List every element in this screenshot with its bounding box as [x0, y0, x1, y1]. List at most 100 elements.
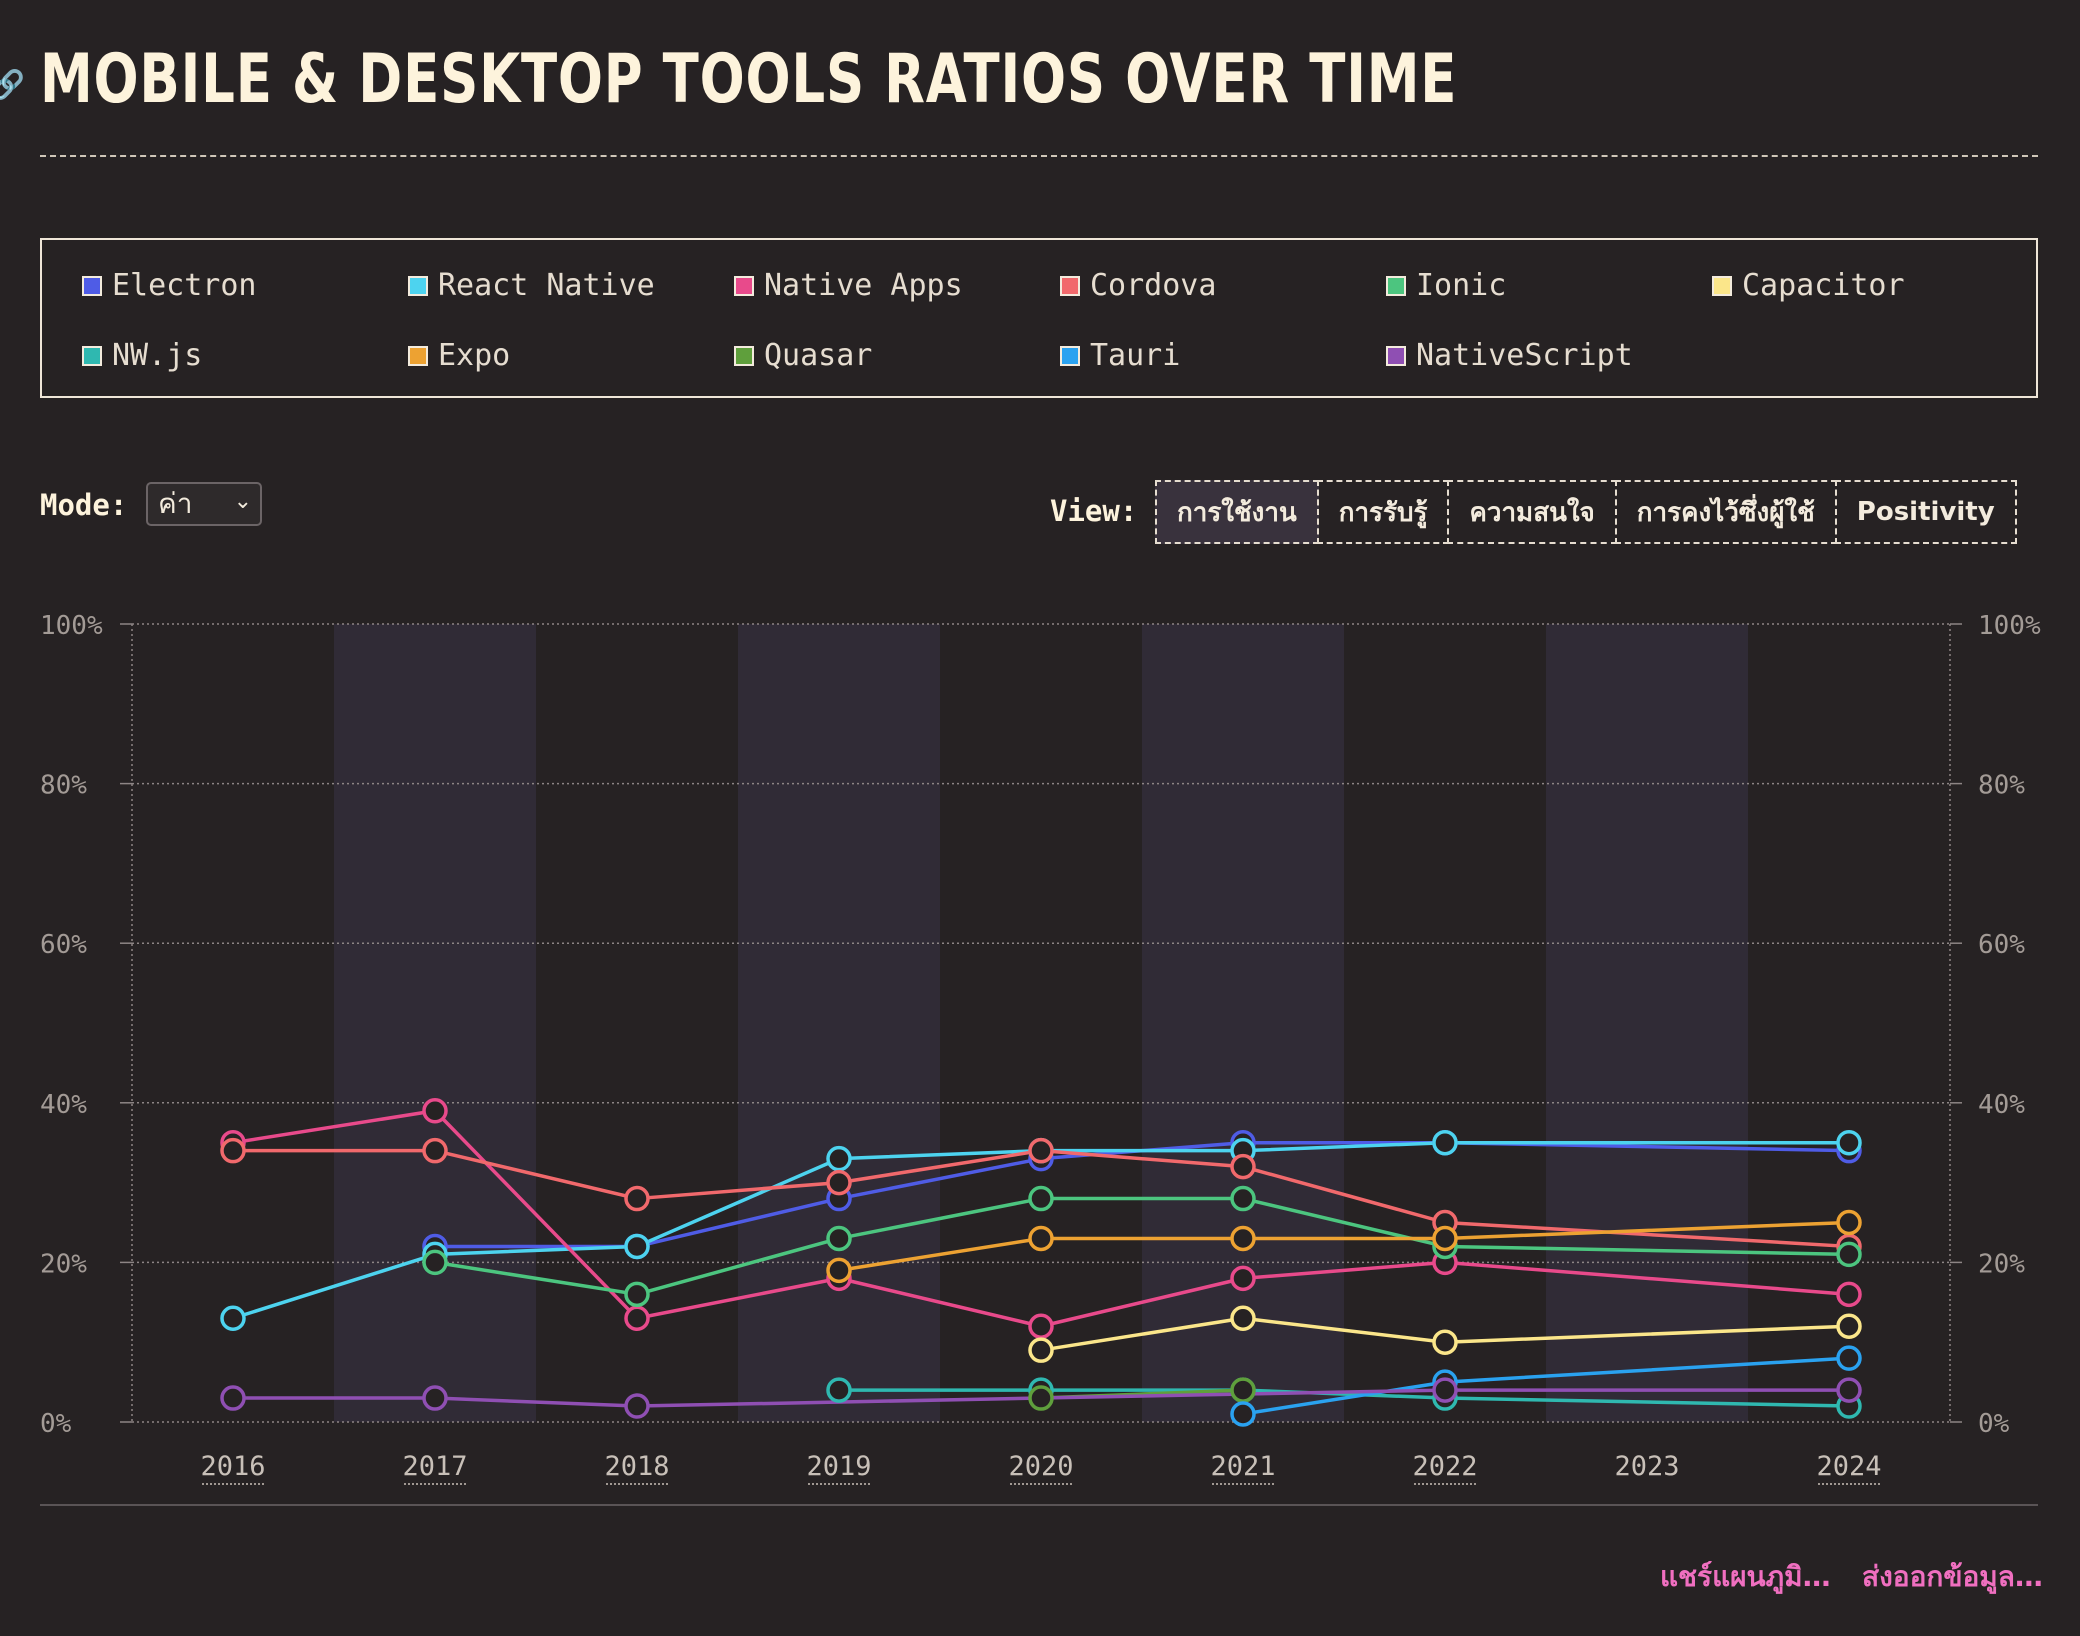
data-point-capacitor: [1230, 1305, 1256, 1332]
data-point-tauri: [1230, 1401, 1256, 1427]
tab-awareness[interactable]: การรับรู้: [1316, 480, 1450, 544]
x-tick-label: 2019: [806, 1451, 871, 1482]
legend-swatch: [82, 275, 102, 296]
legend-item-react-native[interactable]: React Native: [408, 268, 655, 303]
mode-select[interactable]: ค่า ⌄: [146, 482, 262, 526]
legend-label: Expo: [438, 338, 511, 373]
chevron-down-icon: ⌄: [233, 489, 252, 514]
x-tick-label: 2016: [200, 1451, 265, 1482]
data-point-ionic: [422, 1249, 448, 1276]
x-tick-label: 2017: [402, 1451, 467, 1482]
legend-label: Quasar: [764, 338, 873, 373]
legend-label: NW.js: [112, 338, 203, 373]
footer-divider: [40, 1504, 2038, 1506]
data-point-expo: [826, 1257, 852, 1284]
data-point-react-native: [1432, 1129, 1458, 1156]
y-tick-label-right: 40%: [1978, 1090, 2025, 1120]
data-point-cordova: [624, 1185, 650, 1212]
legend-swatch: [408, 345, 428, 366]
data-point-cordova: [1230, 1153, 1256, 1180]
mode-select-value: ค่า: [158, 487, 193, 520]
legend: Electron React Native Native Apps Cordova Io…: [40, 238, 2038, 398]
legend-swatch: [408, 275, 428, 296]
data-point-capacitor: [1432, 1329, 1458, 1355]
data-point-nativescript: [220, 1385, 246, 1411]
data-point-expo: [1432, 1225, 1458, 1252]
year-band: [1546, 624, 1748, 1422]
legend-item-capacitor[interactable]: Capacitor: [1712, 268, 1905, 303]
line-chart: 0% 0% 20% 20% 40% 40% 60% 60% 80% 80% 100% 100% 2016…: [40, 611, 2041, 1485]
data-point-ionic: [826, 1225, 852, 1252]
legend-item-nw-js[interactable]: NW.js: [82, 338, 202, 373]
legend-swatch: [1712, 275, 1732, 296]
data-point-nativescript: [624, 1393, 650, 1419]
data-point-capacitor: [1836, 1313, 1862, 1339]
tab-positivity[interactable]: Positivity: [1834, 480, 2017, 544]
legend-item-nativescript[interactable]: NativeScript: [1386, 338, 1633, 373]
data-point-native-apps: [1028, 1313, 1054, 1339]
legend-swatch: [1386, 275, 1406, 296]
page-title: MOBILE & DESKTOP TOOLS RATIOS OVER TIME: [40, 40, 1458, 119]
export-data-link[interactable]: ส่งออกข้อมูล…: [1862, 1560, 2043, 1593]
data-point-tauri: [1836, 1345, 1862, 1371]
tab-retention[interactable]: การคงไว้ซึ่งผู้ใช้: [1614, 480, 1837, 544]
y-tick-label-right: 60%: [1978, 930, 2025, 960]
legend-item-ionic[interactable]: Ionic: [1386, 268, 1506, 303]
legend-label: React Native: [438, 268, 655, 303]
legend-item-electron[interactable]: Electron: [82, 268, 257, 303]
legend-item-cordova[interactable]: Cordova: [1060, 268, 1216, 303]
data-point-nw-js: [826, 1377, 852, 1403]
data-point-capacitor: [1028, 1337, 1054, 1363]
y-tick-label-left: 60%: [40, 930, 87, 960]
x-tick-label: 2018: [604, 1451, 669, 1482]
data-point-cordova: [1028, 1137, 1054, 1164]
data-point-cordova: [220, 1137, 246, 1164]
data-point-expo: [1836, 1209, 1862, 1236]
data-point-native-apps: [1836, 1281, 1862, 1308]
year-band: [334, 624, 536, 1422]
y-tick-label-left: 20%: [40, 1249, 87, 1279]
view-label: View:: [1050, 494, 1138, 528]
year-band: [1142, 624, 1344, 1422]
data-point-quasar: [1230, 1377, 1256, 1403]
year-band: [738, 624, 940, 1422]
data-point-expo: [1028, 1225, 1054, 1252]
data-point-native-apps: [422, 1098, 448, 1124]
data-point-react-native: [220, 1305, 246, 1332]
data-point-nativescript: [1836, 1377, 1862, 1403]
legend-swatch: [82, 345, 102, 366]
legend-swatch: [1060, 275, 1080, 296]
data-point-ionic: [1028, 1185, 1054, 1212]
series-line-react-native: [232, 1140, 1849, 1320]
data-point-quasar: [1028, 1385, 1054, 1411]
series-line-capacitor: [1040, 1316, 1850, 1352]
data-point-nativescript: [422, 1385, 448, 1411]
tab-interest[interactable]: ความสนใจ: [1447, 480, 1617, 544]
y-tick-label-left: 40%: [40, 1090, 87, 1120]
legend-swatch: [1060, 345, 1080, 366]
link-icon[interactable]: 🔗: [0, 68, 25, 101]
legend-item-tauri[interactable]: Tauri: [1060, 338, 1180, 373]
legend-label: Native Apps: [764, 268, 963, 303]
data-point-ionic: [624, 1281, 650, 1308]
series-line-cordova: [233, 1148, 1850, 1249]
legend-label: Electron: [112, 268, 257, 303]
legend-swatch: [1386, 345, 1406, 366]
share-chart-link[interactable]: แชร์แผนภูมิ…: [1660, 1560, 1831, 1593]
legend-item-native-apps[interactable]: Native Apps: [734, 268, 963, 303]
legend-item-expo[interactable]: Expo: [408, 338, 510, 373]
title-divider: [40, 155, 2038, 157]
y-tick-label-left: 100%: [40, 611, 103, 641]
legend-item-quasar[interactable]: Quasar: [734, 338, 872, 373]
legend-label: Capacitor: [1742, 268, 1905, 303]
y-tick-label-right: 0%: [1978, 1409, 2010, 1439]
y-tick-label-right: 80%: [1978, 771, 2025, 801]
tab-usage[interactable]: การใช้งาน: [1155, 480, 1319, 544]
data-point-react-native: [624, 1233, 650, 1260]
legend-label: Tauri: [1090, 338, 1181, 373]
data-point-nativescript: [1432, 1377, 1458, 1403]
data-point-cordova: [422, 1137, 448, 1164]
x-tick-label: 2022: [1412, 1451, 1477, 1482]
mode-label: Mode:: [40, 488, 128, 522]
y-tick-label-right: 100%: [1978, 611, 2041, 641]
